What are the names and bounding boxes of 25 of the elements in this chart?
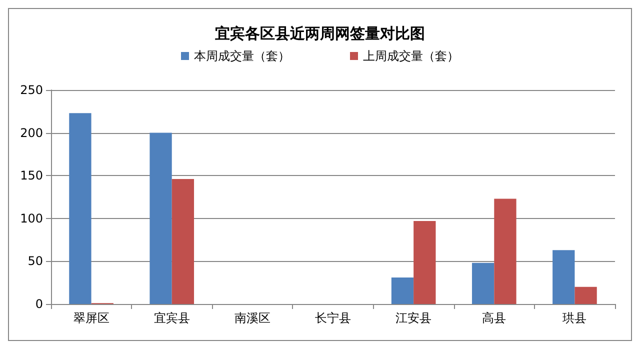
- x-tick-label: 宜宾县: [154, 311, 190, 325]
- bar: [391, 277, 414, 304]
- y-tick-label: 250: [20, 83, 43, 97]
- x-tick-label: 江安县: [396, 311, 432, 325]
- bar: [150, 132, 172, 304]
- y-tick-label: 150: [20, 168, 43, 183]
- x-tick-label: 南溪区: [234, 311, 270, 325]
- legend-label: 本周成交量（套）: [194, 49, 290, 63]
- bar: [494, 198, 516, 304]
- legend-label: 上周成交量（套）: [363, 49, 459, 63]
- bar: [172, 179, 194, 304]
- bar: [472, 262, 494, 304]
- y-tick-label: 0: [35, 297, 43, 311]
- y-tick-label: 50: [28, 254, 43, 268]
- x-tick-label: 翠屏区: [73, 311, 110, 325]
- bar: [552, 250, 575, 304]
- bar: [574, 286, 597, 304]
- bar: [414, 220, 436, 304]
- y-tick-label: 200: [20, 126, 43, 140]
- x-tick-label: 高县: [482, 311, 506, 325]
- x-tick-label: 长宁县: [315, 311, 351, 325]
- bar: [69, 113, 92, 304]
- y-tick-label: 100: [20, 211, 43, 226]
- x-tick-label: 珙县: [562, 311, 587, 325]
- chart-title: 宜宾各区县近两周网签量对比图: [215, 24, 425, 42]
